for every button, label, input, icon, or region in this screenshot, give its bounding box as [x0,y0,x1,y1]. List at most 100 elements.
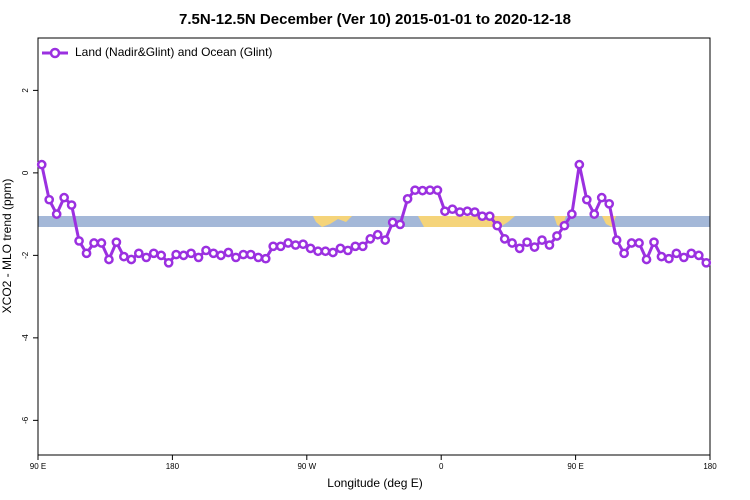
data-point [156,250,167,261]
data-point [626,238,637,248]
data-point [499,234,510,244]
data-point [380,235,391,245]
data-point [74,236,84,246]
data-point [447,204,458,215]
data-point [567,209,577,219]
data-point [649,237,659,248]
data-point [223,247,234,258]
data-point [686,248,697,259]
x-tick-label: 0 [439,462,444,471]
data-point [231,252,241,263]
data-point [671,248,682,259]
y-tick-label: -6 [21,416,30,424]
data-point [417,185,428,196]
data-point [171,249,181,260]
chart-title: 7.5N-12.5N December (Ver 10) 2015-01-01 … [179,11,571,28]
data-point [522,237,532,248]
data-point [440,206,450,217]
y-tick-label: -2 [21,251,30,259]
data-point [701,257,712,268]
data-point [260,253,271,264]
legend-marker [49,47,61,59]
data-point [178,250,189,261]
data-point [104,254,114,265]
data-point [44,194,55,205]
data-point [119,251,129,262]
data-point [425,185,435,196]
data-point [619,248,629,259]
data-point [290,240,301,250]
x-tick-label: 90 E [567,462,583,471]
data-point [268,241,279,252]
data-point [402,194,413,204]
plot-frame [37,37,711,456]
data-point [357,241,368,252]
land-patch [313,216,352,227]
data-point [305,243,316,254]
data-point [604,198,615,209]
data-point [410,185,420,196]
data-point [343,245,353,256]
plot-bg [38,38,710,455]
data-point [432,185,443,196]
data-point [514,243,525,254]
x-tick-label: 180 [166,462,180,471]
data-point [589,209,600,219]
data-point [253,252,264,263]
data-point [634,238,644,248]
data-point [111,237,122,248]
data-point [133,248,144,259]
data-point [148,248,159,259]
legend-label: Land (Nadir&Glint) and Ocean (Glint) [75,45,272,59]
x-tick-label: 90 W [297,462,316,471]
data-point [328,247,338,258]
y-tick-label: -4 [21,334,30,342]
data-point [216,250,226,261]
data-point [492,220,503,231]
data-point [544,240,555,250]
data-point [581,194,592,205]
y-axis-label: XCO2 - MLO trend (ppm) [0,179,14,314]
data-point [574,159,585,170]
data-point [455,207,465,217]
data-point [679,252,689,263]
data-point [641,254,652,265]
data-point [365,234,376,244]
data-point [89,238,99,248]
data-point [36,159,47,170]
data-point [372,229,383,240]
data-point [387,217,398,228]
data-point [208,248,219,259]
data-point [298,239,308,250]
data-point [313,246,323,257]
data-point [462,206,473,217]
data-point [51,209,62,219]
y-tick-label: 0 [21,170,30,175]
data-point [477,211,488,222]
land-mask [38,216,710,227]
data-point [469,207,480,217]
data-point [238,249,249,260]
data-point [81,248,92,259]
x-axis-label: Longitude (deg E) [327,476,422,490]
y-tick-label: 2 [21,88,30,93]
data-point [163,257,174,268]
data-point [552,231,562,241]
data-point [186,248,196,259]
data-point [484,211,495,222]
data-point [275,241,286,252]
data-point [693,250,704,261]
data-point [96,238,107,248]
data-point [59,192,69,203]
data-point [193,252,204,263]
data-point [507,238,517,248]
data-point [596,192,607,203]
data-point [126,254,137,265]
data-point [320,246,331,257]
data-point [664,253,674,264]
data-point [245,249,256,260]
data-point [201,245,211,256]
data-point [656,251,667,262]
data-point [66,200,77,210]
